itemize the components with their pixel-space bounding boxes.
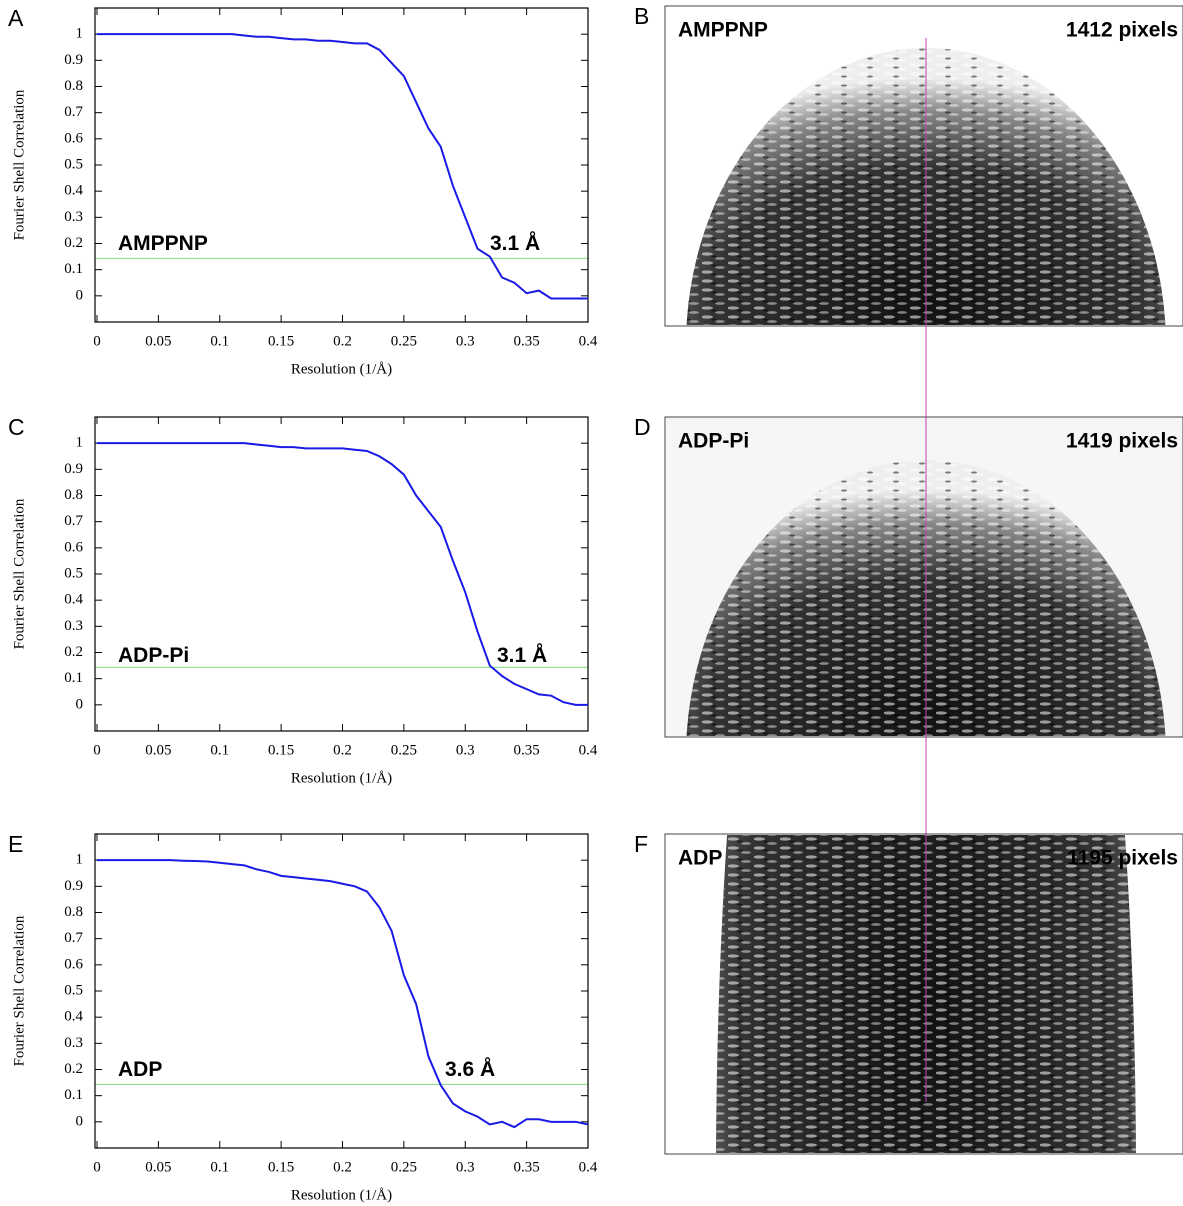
y-tick-label: 0.1 [64,261,83,277]
x-tick-label: 0.2 [333,333,352,349]
sample-label: ADP-Pi [678,430,749,453]
y-tick-label: 0.9 [64,878,83,894]
pixel-size: 1412 pixels [1066,19,1178,42]
x-tick-label: 0.25 [391,742,417,758]
y-tick-label: 0.5 [64,982,83,998]
y-tick-label: 0 [76,696,84,712]
panel-letter: D [634,414,651,440]
x-tick-label: 0 [93,1159,101,1175]
annotation: 3.6 Å [445,1057,495,1081]
annotation: 3.1 Å [497,643,547,667]
annotation: AMPPNP [118,232,208,255]
fsc-curve [97,33,588,300]
x-tick-label: 0.35 [514,333,540,349]
y-axis-label: Fourier Shell Correlation [11,915,27,1066]
y-tick-label: 1 [76,435,84,451]
image-frame [664,416,1183,738]
y-tick-label: 0.7 [64,930,83,946]
x-tick-label: 0.2 [333,1159,352,1175]
panel-letter: F [634,831,648,857]
y-tick-label: 0.8 [64,487,83,503]
x-tick-label: 0.3 [456,742,475,758]
sample-label: AMPPNP [678,19,768,42]
panel-letter: B [634,3,649,29]
annotation: ADP-Pi [118,644,189,667]
image-frame [664,833,1183,1155]
y-tick-label: 0.3 [64,1035,83,1051]
y-tick-label: 0.2 [64,1061,83,1077]
y-axis-label: Fourier Shell Correlation [11,498,27,649]
x-tick-label: 0.4 [579,1159,598,1175]
y-axis-label: Fourier Shell Correlation [11,89,27,240]
x-tick-label: 0.4 [579,333,598,349]
image-frame [664,5,1183,327]
y-tick-label: 0.1 [64,670,83,686]
x-tick-label: 0 [93,333,101,349]
x-tick-label: 0.15 [268,333,294,349]
x-tick-label: 0.25 [391,1159,417,1175]
x-tick-label: 0.15 [268,742,294,758]
panel-letter: A [8,5,24,31]
pixel-size: 1419 pixels [1066,430,1178,453]
y-tick-label: 0.3 [64,209,83,225]
x-tick-label: 0.3 [456,1159,475,1175]
x-tick-label: 0.05 [145,1159,171,1175]
y-tick-label: 1 [76,26,84,42]
y-tick-label: 0.8 [64,78,83,94]
y-tick-label: 0.4 [64,592,83,608]
plot-frame [94,7,589,323]
x-tick-label: 0.4 [579,742,598,758]
x-tick-label: 0 [93,742,101,758]
x-tick-label: 0.2 [333,742,352,758]
y-tick-label: 0.5 [64,156,83,172]
pixel-size: 1195 pixels [1067,847,1178,870]
plot-frame [94,833,589,1149]
y-tick-label: 1 [76,852,84,868]
y-tick-label: 0.9 [64,461,83,477]
y-tick-label: 0 [76,1113,84,1129]
x-axis-label: Resolution (1/Å) [291,770,392,786]
plot-frame [94,416,589,732]
x-tick-label: 0.25 [391,333,417,349]
y-tick-label: 0.3 [64,618,83,634]
x-tick-label: 0.15 [268,1159,294,1175]
x-tick-label: 0.35 [514,1159,540,1175]
y-tick-label: 0.7 [64,104,83,120]
x-tick-label: 0.05 [145,333,171,349]
y-tick-label: 0.5 [64,565,83,581]
y-tick-label: 0.4 [64,1009,83,1025]
y-tick-label: 0.6 [64,956,83,972]
y-tick-label: 0.2 [64,644,83,660]
annotation: 3.1 Å [490,231,540,255]
y-tick-label: 0.9 [64,52,83,68]
x-tick-label: 0.1 [210,1159,229,1175]
y-tick-label: 0 [76,287,84,303]
x-axis-label: Resolution (1/Å) [291,361,392,377]
fsc-curve [97,859,589,1129]
y-tick-label: 0.7 [64,513,83,529]
y-tick-label: 0.4 [64,183,83,199]
y-tick-label: 0.6 [64,130,83,146]
y-tick-label: 0.6 [64,539,83,555]
x-axis-label: Resolution (1/Å) [291,1187,392,1203]
x-tick-label: 0.1 [210,333,229,349]
sample-label: ADP [678,847,722,870]
x-tick-label: 0.05 [145,742,171,758]
panel-letter: C [8,414,25,440]
x-tick-label: 0.35 [514,742,540,758]
panel-letter: E [8,831,23,857]
y-tick-label: 0.8 [64,904,83,920]
x-tick-label: 0.3 [456,333,475,349]
annotation: ADP [118,1058,162,1081]
y-tick-label: 0.2 [64,235,83,251]
x-tick-label: 0.1 [210,742,229,758]
y-tick-label: 0.1 [64,1087,83,1103]
fsc-curve [97,442,588,706]
